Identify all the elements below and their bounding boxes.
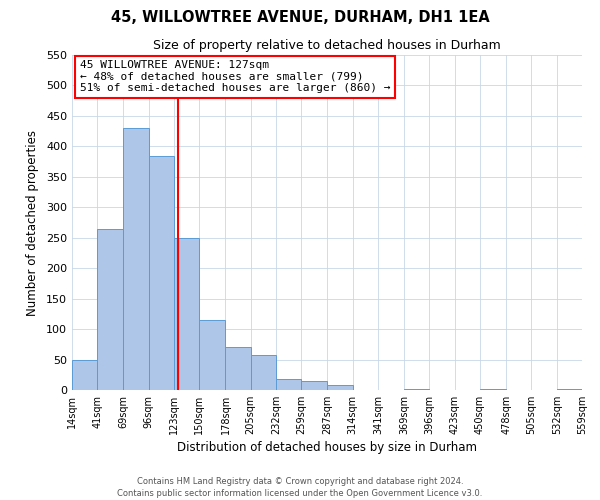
Bar xyxy=(251,354,276,390)
Text: 45, WILLOWTREE AVENUE, DURHAM, DH1 1EA: 45, WILLOWTREE AVENUE, DURHAM, DH1 1EA xyxy=(110,10,490,25)
Bar xyxy=(328,385,353,390)
Bar xyxy=(124,128,149,390)
Bar xyxy=(404,389,430,390)
Bar xyxy=(301,381,328,390)
Text: Contains HM Land Registry data © Crown copyright and database right 2024.
Contai: Contains HM Land Registry data © Crown c… xyxy=(118,476,482,498)
X-axis label: Distribution of detached houses by size in Durham: Distribution of detached houses by size … xyxy=(177,441,477,454)
Title: Size of property relative to detached houses in Durham: Size of property relative to detached ho… xyxy=(153,40,501,52)
Text: 45 WILLOWTREE AVENUE: 127sqm
← 48% of detached houses are smaller (799)
51% of s: 45 WILLOWTREE AVENUE: 127sqm ← 48% of de… xyxy=(80,60,390,93)
Bar xyxy=(276,379,301,390)
Bar xyxy=(226,348,251,390)
Bar xyxy=(174,238,199,390)
Bar xyxy=(199,320,226,390)
Bar xyxy=(97,228,124,390)
Bar xyxy=(149,156,174,390)
Bar xyxy=(72,360,97,390)
Y-axis label: Number of detached properties: Number of detached properties xyxy=(26,130,39,316)
